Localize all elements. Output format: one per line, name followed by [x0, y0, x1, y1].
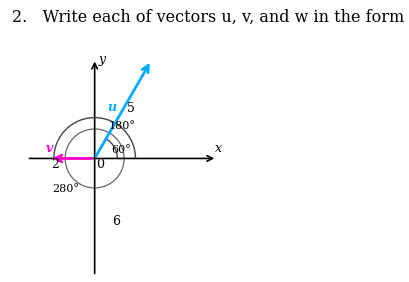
Text: 2.   Write each of vectors u, v, and w in the form <a,b>.: 2. Write each of vectors u, v, and w in … [12, 8, 409, 25]
Text: y: y [99, 53, 106, 66]
Text: 280°: 280° [53, 184, 79, 195]
Text: v: v [46, 142, 53, 155]
Text: 5: 5 [127, 102, 135, 115]
Text: w: w [121, 280, 132, 282]
Text: 0: 0 [96, 158, 104, 171]
Text: 180°: 180° [109, 121, 135, 131]
Text: x: x [214, 142, 221, 155]
Text: 2: 2 [51, 158, 59, 171]
Text: u: u [108, 101, 117, 114]
Text: 6: 6 [112, 215, 120, 228]
Text: 60°: 60° [111, 146, 130, 155]
